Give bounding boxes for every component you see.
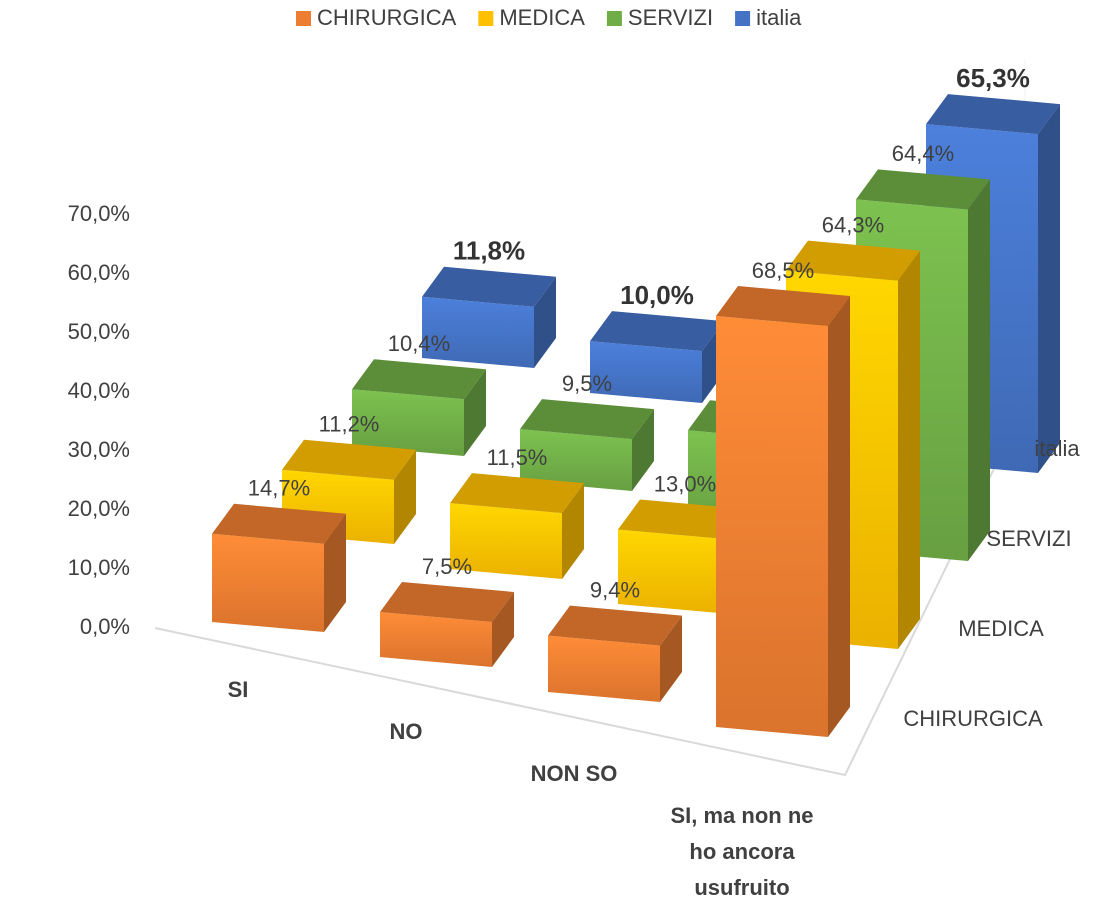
legend-swatch (606, 11, 622, 26)
bar-top (450, 473, 584, 514)
data-label: 68,5% (752, 258, 814, 283)
data-label: 13,0% (654, 471, 716, 496)
x-tick-label: SI (227, 677, 249, 702)
bar-top (282, 439, 416, 480)
bar-top (352, 359, 486, 400)
bar-front (716, 316, 828, 737)
bar-front (212, 533, 324, 632)
depth-label: italia (1034, 436, 1080, 461)
bar-top (926, 94, 1060, 135)
y-tick-label: 50,0% (68, 319, 130, 344)
bar (520, 399, 654, 491)
x-tick-label: NO (389, 719, 423, 744)
bar-side (464, 369, 486, 456)
bar (212, 503, 346, 632)
bar-side (394, 449, 416, 544)
bar-top (520, 399, 654, 440)
bar (422, 266, 556, 368)
data-label: 9,4% (590, 577, 640, 602)
y-tick-label: 60,0% (68, 260, 130, 285)
bar-top (212, 503, 346, 544)
bar-side (324, 513, 346, 632)
bar-side (492, 592, 514, 667)
bar-side (632, 409, 654, 491)
bar-front (590, 341, 702, 403)
bar-front (422, 296, 534, 368)
y-tick-label: 20,0% (68, 496, 130, 521)
bar-side (534, 276, 556, 368)
bar-top (786, 240, 920, 281)
data-label: 10,4% (388, 331, 450, 356)
data-label: 10,0% (620, 280, 694, 310)
bar-front (352, 389, 464, 456)
data-label: 11,2% (319, 412, 380, 437)
bar-top (380, 582, 514, 622)
depth-label: SERVIZI (986, 526, 1071, 551)
legend-label: SERVIZI (628, 5, 713, 30)
data-label: 65,3% (956, 63, 1030, 93)
x-tick-label: NON SO (530, 761, 618, 786)
bar-top (856, 169, 990, 210)
y-tick-label: 40,0% (68, 378, 130, 403)
bar-front (380, 612, 492, 667)
bar-side (828, 296, 850, 737)
bar-side (898, 250, 920, 649)
bar-side (1038, 104, 1060, 473)
depth-label: CHIRURGICA (903, 706, 1043, 731)
legend-swatch (296, 11, 311, 26)
bar-top (716, 286, 850, 326)
x-tick-label: SI, ma non ne ho ancora usufruito (670, 803, 814, 900)
y-tick-label: 0,0% (80, 614, 130, 639)
bar-top (548, 605, 682, 646)
legend-label: MEDICA (499, 5, 585, 30)
bar-front (548, 635, 660, 702)
legend-label: italia (756, 5, 802, 30)
y-tick-label: 10,0% (68, 555, 130, 580)
bar (450, 473, 584, 579)
y-tick-label: 70,0% (68, 201, 130, 226)
legend-swatch (478, 11, 494, 26)
bar (548, 605, 682, 702)
data-label: 11,8% (453, 236, 525, 266)
bar (352, 359, 486, 456)
legend-label: CHIRURGICA (317, 5, 457, 30)
depth-label: MEDICA (958, 616, 1044, 641)
bar-top (590, 311, 724, 352)
data-label: 7,5% (422, 554, 472, 579)
bar (716, 286, 850, 737)
y-tick-label: 30,0% (68, 437, 130, 462)
bar-front (450, 503, 562, 579)
data-label: 9,5% (562, 371, 612, 396)
bar-side (562, 483, 584, 579)
data-label: 64,3% (822, 212, 884, 237)
bar (590, 311, 724, 403)
bar-side (968, 179, 990, 561)
bar-side (660, 615, 682, 702)
bar-front (618, 529, 730, 614)
data-label: 64,4% (892, 141, 954, 166)
data-label: 14,7% (248, 476, 310, 501)
bar (380, 582, 514, 667)
bar-top (422, 266, 556, 307)
bar-front (520, 429, 632, 491)
legend-swatch (735, 11, 751, 26)
data-label: 11,5% (487, 445, 548, 470)
